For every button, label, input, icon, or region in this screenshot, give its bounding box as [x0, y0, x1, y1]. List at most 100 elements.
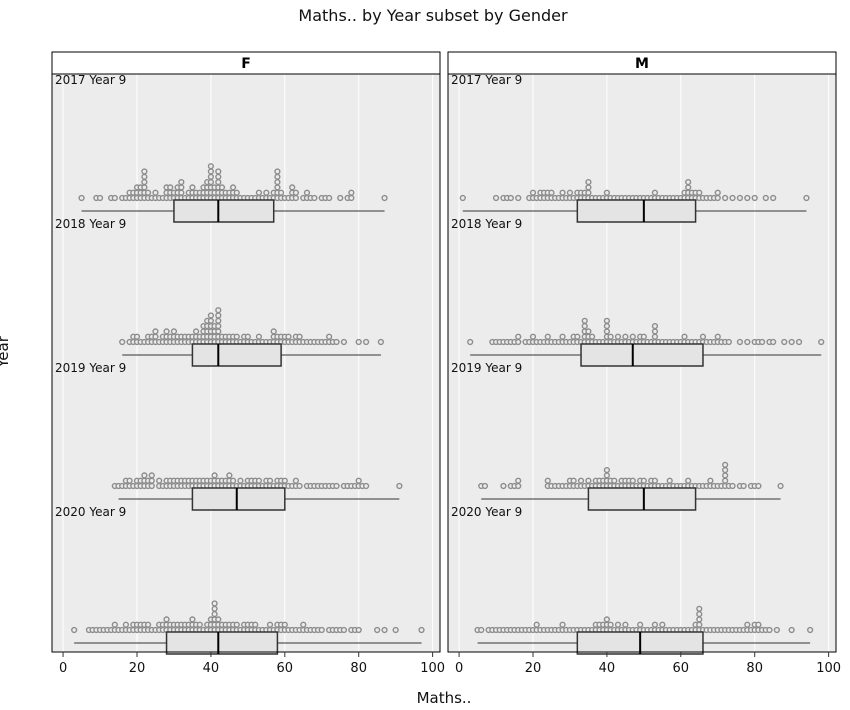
data-dot: [196, 621, 203, 628]
data-dot: [651, 621, 659, 628]
x-tick-label: 60: [673, 661, 690, 676]
data-dot: [722, 461, 729, 468]
data-dot: [603, 472, 610, 479]
data-dot: [215, 179, 222, 186]
data-dot: [211, 600, 218, 607]
data-dot: [515, 477, 522, 484]
data-dot: [559, 189, 566, 196]
data-dot: [362, 482, 370, 490]
panel-border: [447, 73, 837, 653]
data-dot: [729, 194, 736, 202]
data-dot: [233, 621, 240, 628]
data-dot: [337, 194, 344, 202]
y-axis-title: Year: [0, 335, 12, 369]
x-tick-label: 40: [599, 661, 616, 676]
data-dot: [577, 477, 585, 484]
data-dot: [207, 317, 214, 324]
data-dot: [651, 323, 659, 330]
data-dot: [581, 317, 588, 324]
data-dot: [515, 482, 522, 490]
data-dot: [795, 338, 803, 346]
group-label: 2019 Year 9: [55, 361, 126, 375]
data-dot: [119, 338, 126, 346]
data-dot: [333, 338, 340, 346]
data-dot: [126, 477, 133, 484]
data-dot: [459, 194, 466, 202]
data-dot: [141, 179, 148, 186]
data-dot: [193, 328, 200, 335]
data-dot: [340, 338, 348, 346]
data-dot: [603, 317, 610, 324]
data-dot: [292, 189, 299, 196]
data-dot: [152, 333, 159, 340]
data-dot: [699, 333, 707, 340]
data-dot: [515, 338, 522, 346]
data-dot: [696, 605, 703, 612]
data-dot: [296, 482, 303, 490]
data-dot: [529, 189, 537, 196]
data-dot: [640, 477, 647, 484]
data-dot: [303, 189, 311, 196]
subgroup: 2018 Year 9: [451, 217, 825, 367]
data-dot: [603, 467, 610, 474]
data-dot: [640, 333, 647, 340]
subgroup: 2020 Year 9: [451, 505, 814, 655]
data-dot: [326, 333, 333, 340]
subgroup: 2017 Year 9: [55, 73, 388, 223]
data-dot: [589, 333, 596, 340]
data-dot: [714, 189, 721, 196]
data-dot: [311, 194, 318, 202]
data-dot: [270, 328, 277, 335]
data-dot: [71, 626, 78, 634]
panel-border: [51, 73, 441, 653]
data-dot: [559, 621, 566, 628]
data-dot: [266, 477, 274, 484]
subgroup: 2017 Year 9: [451, 73, 810, 223]
data-dot: [355, 338, 362, 346]
data-dot: [651, 189, 659, 196]
x-axes: 0 20 40 60 80 100 0 20 40 60 80 100: [59, 652, 841, 676]
data-dot: [603, 328, 610, 335]
data-dot: [622, 621, 629, 628]
group-label: 2017 Year 9: [451, 73, 522, 87]
data-dot: [229, 477, 237, 484]
x-tick-label: 60: [277, 661, 294, 676]
data-dot: [281, 477, 288, 484]
data-dot: [581, 323, 588, 330]
data-dot: [758, 338, 766, 346]
data-dot: [515, 333, 522, 340]
data-dot: [148, 482, 155, 490]
data-dot: [766, 626, 773, 634]
data-dot: [585, 477, 592, 484]
data-dot: [141, 173, 148, 180]
data-dot: [529, 333, 537, 340]
data-dot: [377, 338, 384, 346]
x-tick-label: 100: [816, 661, 841, 676]
data-dot: [274, 168, 281, 175]
data-dot: [207, 173, 214, 180]
data-dot: [163, 328, 170, 335]
data-dot: [189, 616, 196, 623]
data-dot: [548, 189, 555, 196]
data-dot: [215, 323, 222, 330]
data-dot: [167, 184, 174, 191]
data-dot: [207, 163, 214, 170]
subgroup: 2020 Year 9: [55, 505, 425, 655]
box-iqr: [173, 199, 275, 223]
data-dot: [603, 323, 610, 330]
data-dot: [152, 189, 159, 196]
data-dot: [211, 605, 218, 612]
data-dot: [651, 333, 659, 340]
data-dot: [755, 621, 762, 628]
data-dot: [296, 333, 303, 340]
data-dot: [788, 626, 795, 634]
data-dot: [515, 194, 522, 202]
data-dot: [651, 328, 659, 335]
data-dot: [292, 194, 299, 202]
data-dot: [178, 179, 185, 186]
data-dot: [585, 179, 592, 186]
data-dot: [696, 610, 703, 618]
x-tick-label: 80: [350, 661, 367, 676]
data-dot: [544, 333, 551, 340]
